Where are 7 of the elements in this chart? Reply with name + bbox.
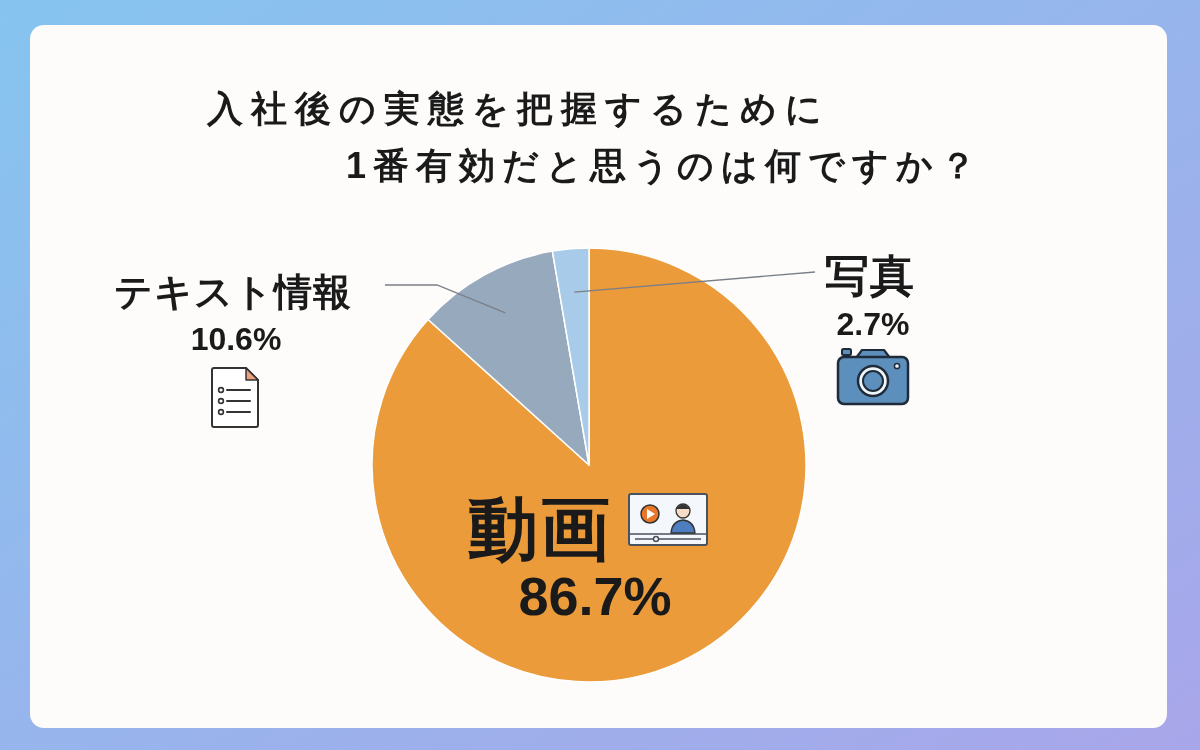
data-label: 2.7% [836,306,910,342]
slice-label: テキスト情報 [114,271,352,313]
data-label: 10.6% [190,321,282,357]
data-label: 86.7% [518,566,672,626]
slice-label: 写真 [825,251,915,300]
chart-title: 入社後の実態を把握するために 1番有効だと思うのは何ですか？ [206,88,983,186]
slice-label: 動画 [468,490,612,568]
